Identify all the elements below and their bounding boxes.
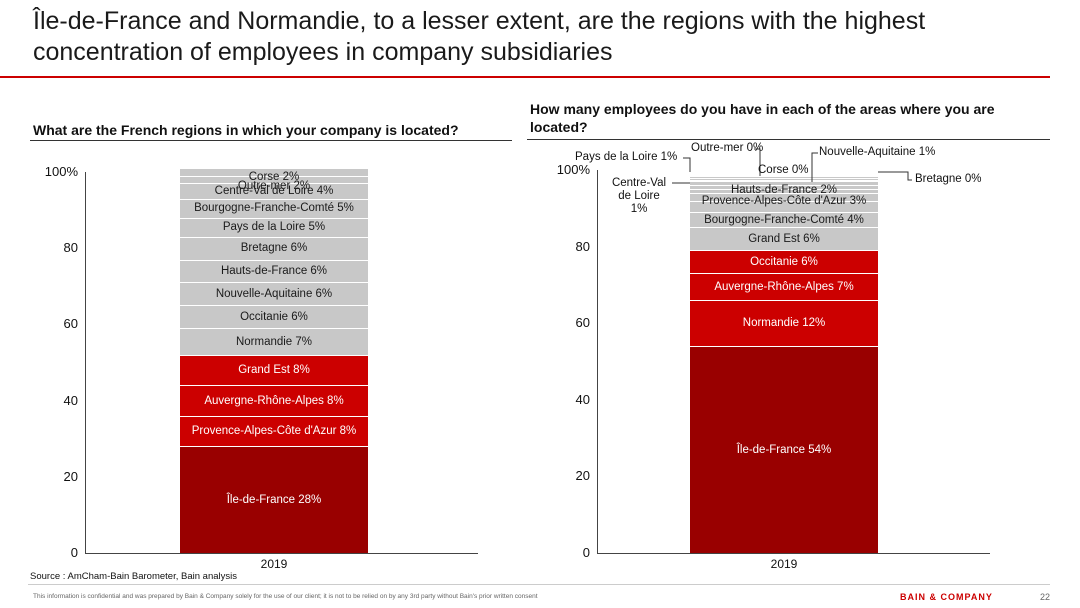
y-tick-label: 100% [44,164,78,179]
y-tick-label: 80 [575,238,590,254]
x-axis-line [85,553,478,554]
y-tick-label: 100% [556,162,590,177]
bar-segment [180,259,368,283]
bar-segment [690,179,878,182]
callout-label: Nouvelle-Aquitaine 1% [819,146,936,158]
bar-segment-label: Bretagne 6% [240,242,308,255]
y-tick-label: 0 [70,545,78,560]
bar-segment [180,305,368,329]
bar-segment [180,217,368,237]
y-tick-label: 40 [63,392,78,408]
bar-segment [180,354,368,386]
source-note: Source : AmCham-Bain Barometer, Bain ana… [30,571,237,582]
y-tick-label: 60 [575,315,590,331]
right-question-divider [527,139,1050,140]
bar-segment [180,282,368,306]
callout-leader-line [811,152,818,182]
bar-segment [180,415,368,447]
bar-segment [690,185,878,190]
bar-segment-label: Provence-Alpes-Côte d'Azur 8% [191,425,357,438]
bar-segment [180,385,368,416]
bar-segment [690,181,878,186]
bar-segment-label: Île-de-France 28% [226,493,322,506]
bar-segment [690,189,878,193]
bar-segment-label: Auvergne-Rhône-Alpes 8% [204,394,344,407]
x-axis-line [597,553,990,554]
bar-segment [180,168,368,176]
callout-label: Corse 0% [758,164,809,176]
bar-segment-label: Centre-Val de Loire 4% [214,185,334,198]
y-axis-line [85,172,86,553]
bar-segment [690,346,878,553]
bar-segment-label: Outre-mer 2% [237,180,311,192]
bar-segment [690,177,878,180]
bar-segment-label: Occitanie 6% [750,255,818,268]
callout-label: Centre-Val de Loire 1% [611,177,667,215]
callout-label: Bretagne 0% [915,173,982,185]
callout-leader-line [754,148,761,176]
bar-segment [690,175,878,178]
bar-segment [180,236,368,260]
page-number: 22 [1040,592,1051,602]
bar-segment-label: Normandie 7% [235,335,313,348]
callout-label: Pays de la Loire 1% [575,151,678,163]
title-divider [0,76,1050,78]
bar-segment-label: Hauts-de-France 2% [730,184,838,196]
right-question: How many employees do you have in each o… [530,101,995,135]
y-tick-label: 60 [63,316,78,332]
bar-segment [690,200,878,213]
bar-segment-label: Hauts-de-France 6% [220,265,328,278]
bar-segment [180,175,368,184]
bar-segment-label: Bourgogne-Franche-Comté 4% [704,213,864,226]
bar-segment-label: Provence-Alpes-Côte d'Azur 3% [701,195,867,207]
bar-segment-label: Corse 2% [248,171,300,183]
y-tick-label: 20 [575,468,590,484]
bar-segment [180,446,368,553]
x-tick-label: 2019 [770,557,798,571]
page-title: Île-de-France and Normandie, to a lesser… [33,7,926,66]
disclaimer: This information is confidential and was… [33,593,538,600]
bar-segment [690,227,878,251]
left-question: What are the French regions in which you… [33,122,459,138]
bar-segment [180,183,368,199]
x-tick-label: 2019 [260,557,288,571]
bar-segment [180,198,368,218]
bar-segment [690,250,878,274]
footer-divider [28,584,1050,585]
bar-segment-label: Occitanie 6% [240,310,308,323]
bar-segment-label: Bourgogne-Franche-Comté 5% [194,202,354,215]
y-tick-label: 40 [575,391,590,407]
bar-segment-label: Grand Est 6% [748,232,820,245]
y-tick-label: 80 [63,240,78,256]
brand-logo: BAIN & COMPANY [900,592,993,602]
bar-segment-label: Nouvelle-Aquitaine 6% [215,287,333,300]
callout-leader-line [683,157,691,172]
y-axis-line [597,170,598,553]
bar-segment [690,192,878,201]
bar-segment-label: Pays de la Loire 5% [222,221,326,234]
y-tick-label: 20 [63,468,78,484]
bar-segment-label: Île-de-France 54% [736,443,832,456]
bar-segment-label: Grand Est 8% [238,364,310,377]
bar-segment-label: Normandie 12% [742,317,826,330]
y-tick-label: 0 [582,545,590,560]
callout-leader-line [878,171,912,181]
bar-segment-label: Auvergne-Rhône-Alpes 7% [714,280,854,293]
bar-segment [690,212,878,228]
callout-label: Outre-mer 0% [691,142,764,154]
left-question-divider [30,140,512,141]
bar-segment [690,273,878,301]
bar-segment [690,300,878,347]
bar-segment [180,328,368,355]
